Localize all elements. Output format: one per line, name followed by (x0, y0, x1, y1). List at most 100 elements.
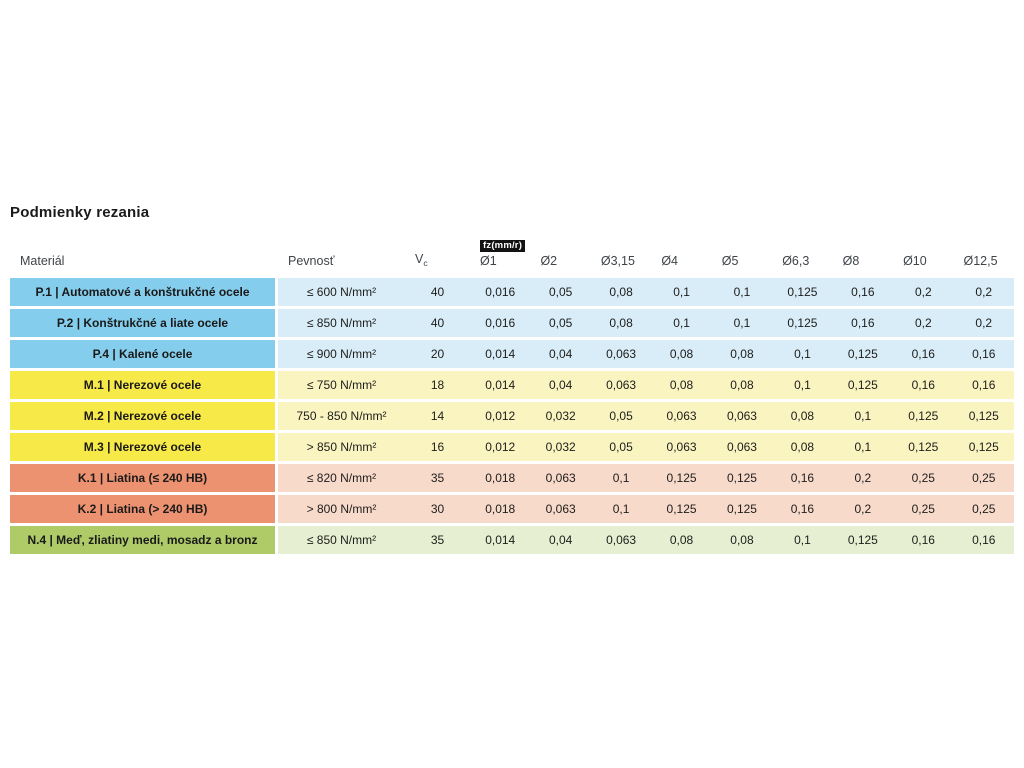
strength-cell: > 850 N/mm² (278, 433, 405, 461)
vc-cell: 30 (405, 495, 470, 523)
fz-cell: 0,08 (772, 402, 833, 430)
col-header-vc: Vc (405, 237, 470, 275)
table-body: P.1 | Automatové a konštrukčné ocele ≤ 60… (10, 278, 1014, 554)
fz-cell: 0,16 (772, 495, 833, 523)
material-cell: N.4 | Meď, zliatiny medi, mosadz a bronz (10, 526, 278, 554)
fz-cell: 0,08 (711, 371, 773, 399)
vc-cell: 40 (405, 278, 470, 306)
fz-cell: 0,125 (711, 495, 773, 523)
vc-subscript: c (423, 258, 428, 268)
table-row: N.4 | Meď, zliatiny medi, mosadz a bronz… (10, 526, 1014, 554)
fz-cell: 0,032 (530, 402, 591, 430)
fz-cell: 0,1 (832, 433, 894, 461)
fz-cell: 0,014 (470, 526, 531, 554)
fz-cell: 0,1 (772, 340, 833, 368)
fz-cell: 0,08 (651, 526, 712, 554)
fz-cell: 0,012 (470, 402, 531, 430)
fz-cell: 0,016 (470, 309, 531, 337)
col-header-d3: Ø3,15 (600, 254, 635, 268)
table-row: P.4 | Kalené ocele ≤ 900 N/mm² 20 0,014 0,04… (10, 340, 1014, 368)
fz-cell: 0,16 (953, 340, 1014, 368)
material-cell: M.3 | Nerezové ocele (10, 433, 278, 461)
fz-cell: 0,16 (953, 371, 1014, 399)
diameter-label: Ø1 (480, 254, 497, 268)
fz-cell: 0,018 (470, 464, 531, 492)
fz-cell: 0,1 (711, 309, 773, 337)
fz-cell: 0,2 (893, 278, 954, 306)
fz-cell: 0,125 (893, 433, 954, 461)
fz-cell: 0,125 (651, 464, 712, 492)
fz-cell: 0,2 (832, 495, 894, 523)
fz-cell: 0,014 (470, 340, 531, 368)
fz-cell: 0,25 (953, 464, 1014, 492)
header-row: Materiál Pevnosť Vc fz(mm/r) Ø1 Ø2 Ø3,15… (10, 237, 1014, 275)
fz-cell: 0,1 (590, 464, 652, 492)
vc-cell: 20 (405, 340, 470, 368)
strength-cell: ≤ 900 N/mm² (278, 340, 405, 368)
table-row: K.2 | Liatina (> 240 HB) > 800 N/mm² 30 0,0… (10, 495, 1014, 523)
vc-symbol: V (415, 252, 424, 266)
col-header-material: Materiál (20, 254, 65, 268)
strength-cell: ≤ 750 N/mm² (278, 371, 405, 399)
fz-cell: 0,063 (590, 371, 652, 399)
col-header-d10: Ø10 (903, 254, 927, 268)
col-header-d2: Ø2 (540, 254, 558, 268)
fz-cell: 0,2 (832, 464, 894, 492)
fz-cell: 0,05 (590, 402, 652, 430)
vc-cell: 40 (405, 309, 470, 337)
fz-cell: 0,05 (530, 278, 591, 306)
fz-cell: 0,05 (590, 433, 652, 461)
fz-cell: 0,08 (651, 371, 712, 399)
fz-cell: 0,125 (832, 371, 894, 399)
fz-cell: 0,125 (832, 526, 894, 554)
table-row: P.2 | Konštrukčné a liate ocele ≤ 850 N/m… (10, 309, 1014, 337)
fz-cell: 0,08 (590, 278, 652, 306)
table-row: K.1 | Liatina (≤ 240 HB) ≤ 820 N/mm² 35 0,0… (10, 464, 1014, 492)
fz-cell: 0,063 (711, 402, 773, 430)
fz-cell: 0,1 (590, 495, 652, 523)
strength-cell: ≤ 600 N/mm² (278, 278, 405, 306)
fz-cell: 0,08 (590, 309, 652, 337)
fz-cell: 0,016 (470, 278, 531, 306)
fz-cell: 0,063 (530, 495, 591, 523)
fz-cell: 0,063 (530, 464, 591, 492)
col-header-d4: Ø4 (661, 254, 678, 268)
col-header-strength: Pevnosť (288, 254, 335, 268)
col-header-d125: Ø12,5 (963, 254, 998, 268)
fz-cell: 0,1 (711, 278, 773, 306)
fz-cell: 0,16 (953, 526, 1014, 554)
material-cell: P.4 | Kalené ocele (10, 340, 278, 368)
fz-cell: 0,1 (772, 371, 833, 399)
fz-cell: 0,05 (530, 309, 591, 337)
table-header: Materiál Pevnosť Vc fz(mm/r) Ø1 Ø2 Ø3,15… (10, 237, 1014, 275)
page-title: Podmienky rezania (10, 204, 150, 221)
fz-cell: 0,063 (651, 402, 712, 430)
fz-cell: 0,063 (651, 433, 712, 461)
fz-cell: 0,2 (893, 309, 954, 337)
fz-cell: 0,2 (953, 309, 1014, 337)
table-row: M.3 | Nerezové ocele > 850 N/mm² 16 0,012 0,… (10, 433, 1014, 461)
fz-cell: 0,125 (953, 402, 1014, 430)
fz-cell: 0,063 (711, 433, 773, 461)
strength-cell: ≤ 850 N/mm² (278, 526, 405, 554)
fz-cell: 0,063 (590, 340, 652, 368)
col-header-d1: fz(mm/r) Ø1 (470, 237, 530, 275)
table-row: P.1 | Automatové a konštrukčné ocele ≤ 60… (10, 278, 1014, 306)
fz-cell: 0,16 (772, 464, 833, 492)
fz-cell: 0,16 (832, 278, 894, 306)
fz-cell: 0,1 (651, 309, 712, 337)
vc-cell: 35 (405, 464, 470, 492)
col-header-d6: Ø6,3 (782, 254, 810, 268)
fz-cell: 0,04 (530, 340, 591, 368)
strength-cell: > 800 N/mm² (278, 495, 405, 523)
fz-cell: 0,1 (772, 526, 833, 554)
fz-cell: 0,012 (470, 433, 531, 461)
strength-cell: ≤ 820 N/mm² (278, 464, 405, 492)
material-cell: M.2 | Nerezové ocele (10, 402, 278, 430)
fz-cell: 0,032 (530, 433, 591, 461)
material-cell: K.1 | Liatina (≤ 240 HB) (10, 464, 278, 492)
fz-cell: 0,25 (893, 464, 954, 492)
table-row: M.1 | Nerezové ocele ≤ 750 N/mm² 18 0,014 0,… (10, 371, 1014, 399)
fz-unit-badge: fz(mm/r) (480, 240, 526, 252)
fz-cell: 0,125 (893, 402, 954, 430)
